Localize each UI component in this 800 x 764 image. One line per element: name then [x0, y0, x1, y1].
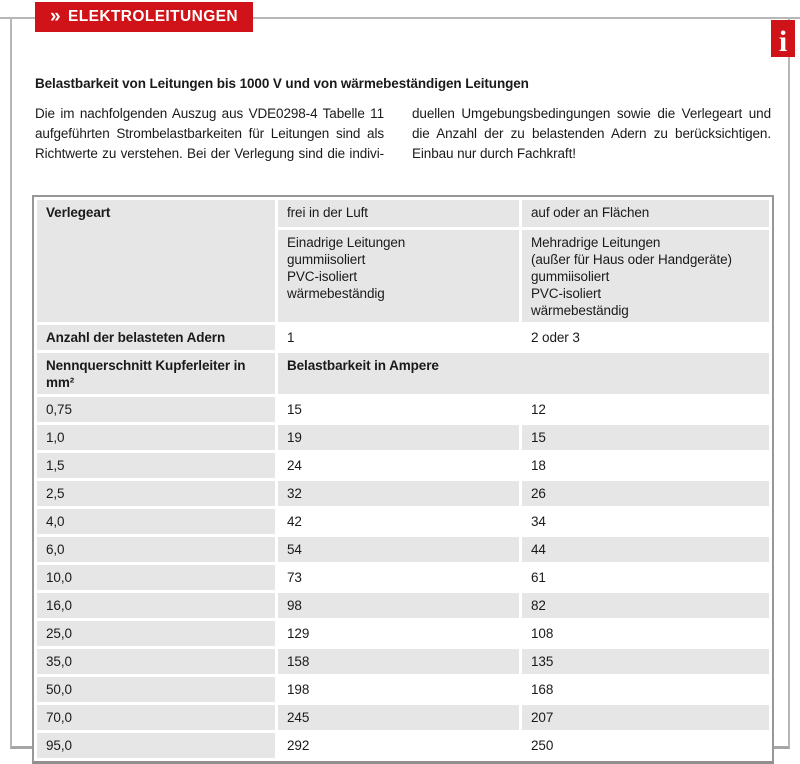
cell-frei-value: 198	[278, 677, 519, 702]
table-row: 25,0 129 108	[37, 621, 769, 646]
cell-mm2: 95,0	[37, 733, 275, 758]
cell-frei-value: 24	[278, 453, 519, 478]
cell-flaechen-value: 18	[522, 453, 769, 478]
sub-frei-line: Einadrige Leitungen	[287, 235, 406, 250]
cell-flaechen-value: 44	[522, 537, 769, 562]
cell-frei-value: 98	[278, 593, 519, 618]
intro-column-left: Die im nachfolgenden Auszug aus VDE0298-…	[35, 104, 384, 164]
cell-frei-value: 245	[278, 705, 519, 730]
cell-flaechen-value: 168	[522, 677, 769, 702]
cell-frei-value: 42	[278, 509, 519, 534]
cell-mm2: 50,0	[37, 677, 275, 702]
intro-text-line: Die im nachfolgenden Auszug aus VDE0298-…	[35, 106, 384, 121]
cell-flaechen-value: 61	[522, 565, 769, 590]
cell-sub-frei: Einadrige Leitungen gummiisoliert PVC-is…	[278, 230, 519, 322]
sub-frei-line: PVC-isoliert	[287, 269, 358, 284]
cell-adern-label: Anzahl der belasteten Adern	[37, 325, 275, 350]
table-row: 16,0 98 82	[37, 593, 769, 618]
intro-text-line: aufgeführten Strombelastbarkeiten für Le…	[35, 126, 384, 141]
table-row-verlegeart: Verlegeart frei in der Luft auf oder an …	[37, 200, 769, 322]
intro-heading: Belastbarkeit von Leitungen bis 1000 V u…	[35, 76, 529, 91]
sub-flaechen-line: Mehradrige Leitungen	[531, 235, 661, 250]
cell-flaechen-value: 250	[522, 733, 769, 758]
sub-flaechen-line: gummiisoliert	[531, 269, 610, 284]
cell-frei-value: 54	[278, 537, 519, 562]
info-icon-glyph: i	[778, 24, 788, 58]
cell-flaechen-value: 82	[522, 593, 769, 618]
table-row: 10,0 73 61	[37, 565, 769, 590]
cell-col-header-flaechen: auf oder an Flächen	[522, 200, 769, 227]
intro-column-right: duellen Umgebungsbedingungen sowie die V…	[412, 104, 771, 164]
cell-mm2: 25,0	[37, 621, 275, 646]
cell-flaechen-value: 108	[522, 621, 769, 646]
intro-text-line: die Anzahl der zu belastenden Adern zu b…	[412, 126, 771, 141]
cell-frei-value: 73	[278, 565, 519, 590]
cell-flaechen-value: 12	[522, 397, 769, 422]
cell-mm2: 70,0	[37, 705, 275, 730]
cell-mm2: 16,0	[37, 593, 275, 618]
page-top-rule	[0, 17, 800, 19]
table-row: 2,5 32 26	[37, 481, 769, 506]
cell-mm2: 1,0	[37, 425, 275, 450]
cell-flaechen-value: 135	[522, 649, 769, 674]
table-row: 35,0 158 135	[37, 649, 769, 674]
info-icon: i	[771, 20, 795, 57]
table-row-querschnitt-header: Nennquerschnitt Kupferleiter in mm² Bela…	[37, 353, 769, 394]
table-header-rows: Verlegeart frei in der Luft auf oder an …	[37, 200, 769, 394]
cell-mm2: 4,0	[37, 509, 275, 534]
cell-verlegeart-label: Verlegeart	[37, 200, 275, 322]
intro-section: Belastbarkeit von Leitungen bis 1000 V u…	[35, 76, 771, 164]
cell-frei-value: 158	[278, 649, 519, 674]
sub-flaechen-line: wärmebeständig	[531, 303, 629, 318]
sub-flaechen-line: PVC-isoliert	[531, 286, 602, 301]
cell-flaechen-value: 207	[522, 705, 769, 730]
cell-ampere-label: Belastbarkeit in Ampere	[278, 353, 769, 394]
cell-flaechen-value: 26	[522, 481, 769, 506]
table-data-rows: 0,75 15 12 1,0 19 15 1,5 24 18 2,5 32 26…	[37, 397, 769, 758]
cell-adern-flaechen: 2 oder 3	[522, 325, 769, 350]
table-row: 6,0 54 44	[37, 537, 769, 562]
table-row: 0,75 15 12	[37, 397, 769, 422]
cell-mm2: 2,5	[37, 481, 275, 506]
sub-flaechen-line: (außer für Haus oder Handgeräte)	[531, 252, 732, 267]
intro-text-line: Richtwerte zu verstehen. Bei der Verlegu…	[35, 146, 384, 161]
table-row-leitungstypen: Einadrige Leitungen gummiisoliert PVC-is…	[37, 230, 769, 322]
belastbarkeit-table: Verlegeart frei in der Luft auf oder an …	[32, 195, 774, 764]
cell-mm2: 10,0	[37, 565, 275, 590]
cell-frei-value: 32	[278, 481, 519, 506]
section-header-tab: » ELEKTROLEITUNGEN	[35, 2, 253, 32]
cell-adern-frei: 1	[278, 325, 519, 350]
cell-frei-value: 292	[278, 733, 519, 758]
table-row: 1,0 19 15	[37, 425, 769, 450]
table-row: 95,0 292 250	[37, 733, 769, 758]
cell-mm2: 35,0	[37, 649, 275, 674]
table-row: 70,0 245 207	[37, 705, 769, 730]
table-row-adern: Anzahl der belasteten Adern 1 2 oder 3	[37, 325, 769, 350]
cell-flaechen-value: 15	[522, 425, 769, 450]
cell-sub-flaechen: Mehradrige Leitungen (außer für Haus ode…	[522, 230, 769, 322]
cell-frei-value: 19	[278, 425, 519, 450]
table-row: 50,0 198 168	[37, 677, 769, 702]
intro-text-line: Einbau nur durch Fachkraft!	[412, 146, 576, 161]
table-row: 4,0 42 34	[37, 509, 769, 534]
intro-columns: Die im nachfolgenden Auszug aus VDE0298-…	[35, 104, 771, 164]
cell-frei-value: 15	[278, 397, 519, 422]
cell-col-header-frei: frei in der Luft	[278, 200, 519, 227]
cell-frei-value: 129	[278, 621, 519, 646]
cell-mm2: 6,0	[37, 537, 275, 562]
cell-querschnitt-label: Nennquerschnitt Kupferleiter in mm²	[37, 353, 275, 394]
intro-text-line: duellen Umgebungsbedingungen sowie die V…	[412, 106, 771, 121]
cell-mm2: 0,75	[37, 397, 275, 422]
cell-flaechen-value: 34	[522, 509, 769, 534]
cell-mm2: 1,5	[37, 453, 275, 478]
table-row: 1,5 24 18	[37, 453, 769, 478]
sub-frei-line: wärmebeständig	[287, 286, 385, 301]
sub-frei-line: gummiisoliert	[287, 252, 366, 267]
double-chevron-icon: »	[50, 6, 61, 27]
section-title: ELEKTROLEITUNGEN	[67, 8, 238, 25]
